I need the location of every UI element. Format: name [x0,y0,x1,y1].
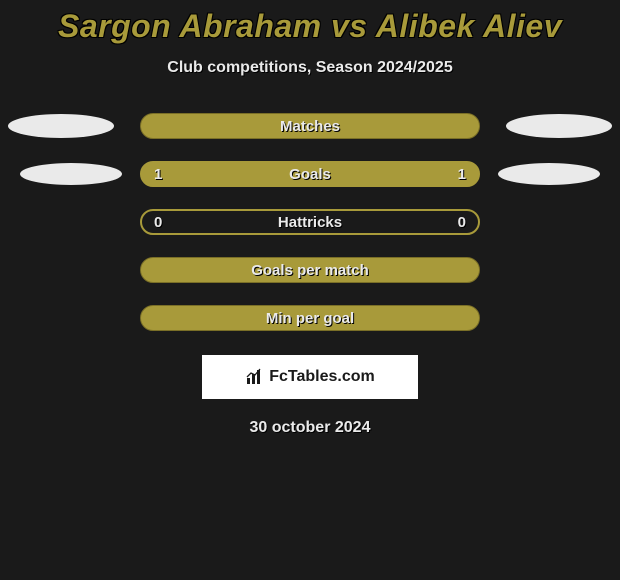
stat-label: Matches [280,118,340,135]
right-value-ellipse [506,114,612,138]
chart-icon [245,368,263,386]
stat-label: Min per goal [266,310,354,327]
stat-row-matches: Matches [0,113,620,139]
brand-text: FcTables.com [269,368,375,386]
brand-logo[interactable]: FcTables.com [202,355,418,399]
stat-pill: Goals per match [140,257,480,283]
stat-row-hattricks: 0 Hattricks 0 [0,209,620,235]
stat-pill: Matches [140,113,480,139]
stat-label: Hattricks [278,214,342,231]
stat-row-goals: 1 Goals 1 [0,161,620,187]
stat-pill: 0 Hattricks 0 [140,209,480,235]
stat-left-value: 0 [154,214,162,231]
stat-right-value: 1 [458,166,466,183]
stat-row-goals-per-match: Goals per match [0,257,620,283]
comparison-widget: Sargon Abraham vs Alibek Aliev Club comp… [0,0,620,437]
stat-row-min-per-goal: Min per goal [0,305,620,331]
stat-rows: Matches 1 Goals 1 0 Hattricks 0 [0,113,620,331]
stat-pill: Min per goal [140,305,480,331]
subtitle: Club competitions, Season 2024/2025 [0,59,620,77]
right-value-ellipse [498,163,600,185]
date-label: 30 october 2024 [0,419,620,437]
stat-left-value: 1 [154,166,162,183]
page-title: Sargon Abraham vs Alibek Aliev [0,8,620,45]
stat-pill: 1 Goals 1 [140,161,480,187]
left-value-ellipse [20,163,122,185]
stat-right-value: 0 [458,214,466,231]
stat-label: Goals [289,166,331,183]
stat-label: Goals per match [251,262,369,279]
left-value-ellipse [8,114,114,138]
